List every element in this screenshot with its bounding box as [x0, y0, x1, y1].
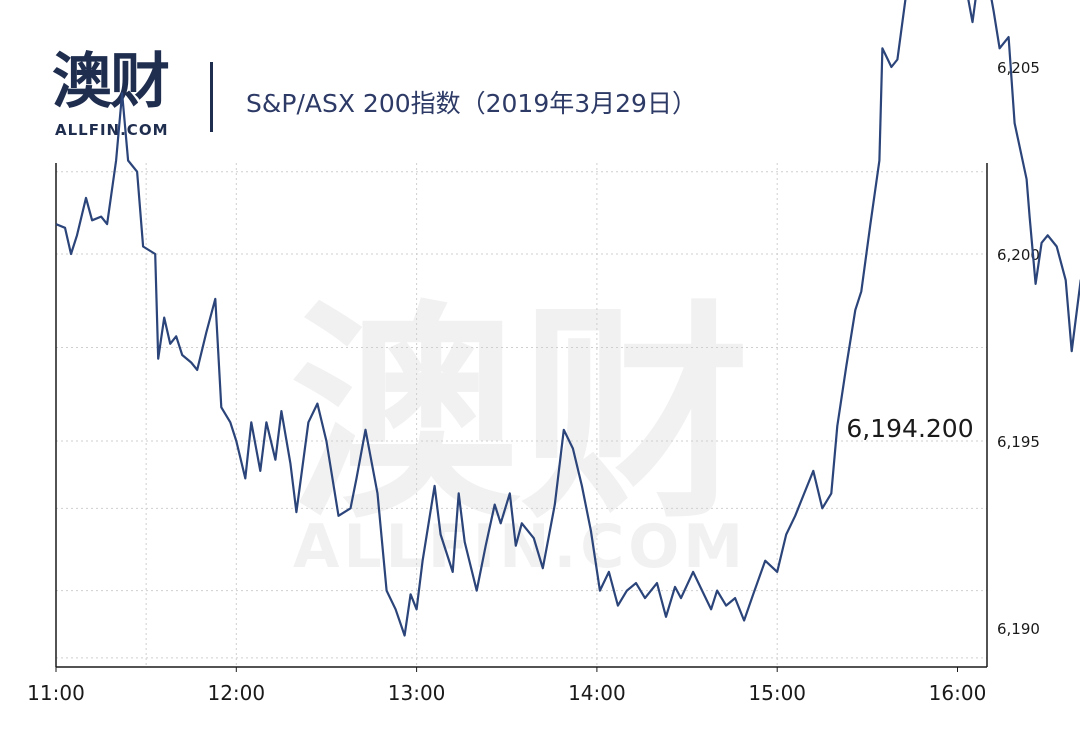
header-divider: [210, 62, 213, 132]
axes: [55, 163, 988, 672]
y-tick-label: 6,200: [997, 246, 1040, 264]
watermark-logo-en: ALLFIN.COM: [293, 512, 747, 582]
watermark: 澳财 ALLFIN.COM: [290, 283, 750, 582]
y-tick-label: 6,190: [997, 620, 1040, 638]
x-tick-label: 13:00: [388, 681, 446, 705]
x-tick-label: 11:00: [27, 681, 85, 705]
chart-title: S&P/ASX 200指数（2019年3月29日）: [246, 89, 697, 118]
brand-logo-domain: ALLFIN.COM: [55, 121, 169, 139]
watermark-logo-cn: 澳财: [290, 283, 750, 550]
y-tick-label: 6,205: [997, 59, 1040, 77]
tick-labels: 11:00 12:00 13:00 14:00 15:00 16:00 6,190 6,195…: [27, 59, 1040, 705]
x-tick-label: 15:00: [748, 681, 806, 705]
y-tick-label: 6,195: [997, 433, 1040, 451]
header: 澳财 ALLFIN.COM S&P/ASX 200指数（2019年3月29日）: [0, 0, 1080, 150]
last-value-label: 6,194.200: [846, 414, 973, 443]
x-tick-label: 14:00: [568, 681, 626, 705]
series-line: [55, 0, 1080, 637]
grid: [56, 163, 987, 667]
x-tick-label: 12:00: [207, 681, 265, 705]
x-tick-label: 16:00: [929, 681, 987, 705]
brand-logo: 澳财: [52, 47, 170, 117]
